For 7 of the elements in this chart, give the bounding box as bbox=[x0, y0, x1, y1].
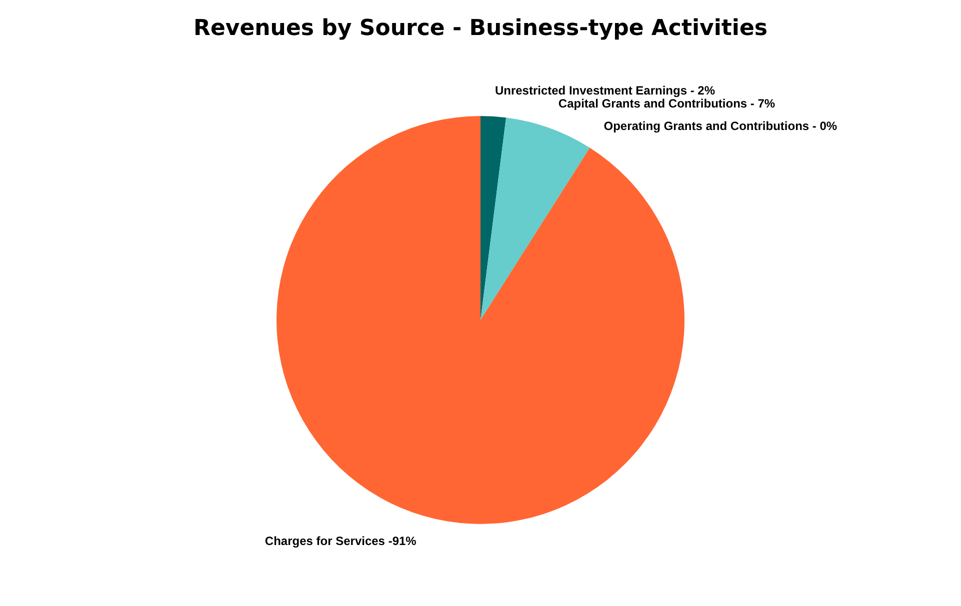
slice-label: Charges for Services -91% bbox=[264, 534, 417, 548]
pie-slice bbox=[480, 116, 506, 320]
slice-label: Unrestricted Investment Earnings - 2% bbox=[494, 83, 716, 98]
slice-label: Capital Grants and Contributions - 7% bbox=[558, 96, 776, 111]
pie-slice bbox=[480, 118, 590, 320]
category-label: Operating Grants and Contributions - 0% bbox=[604, 118, 838, 133]
chart-title: Revenues by Source - Business-type Activities bbox=[194, 16, 768, 41]
